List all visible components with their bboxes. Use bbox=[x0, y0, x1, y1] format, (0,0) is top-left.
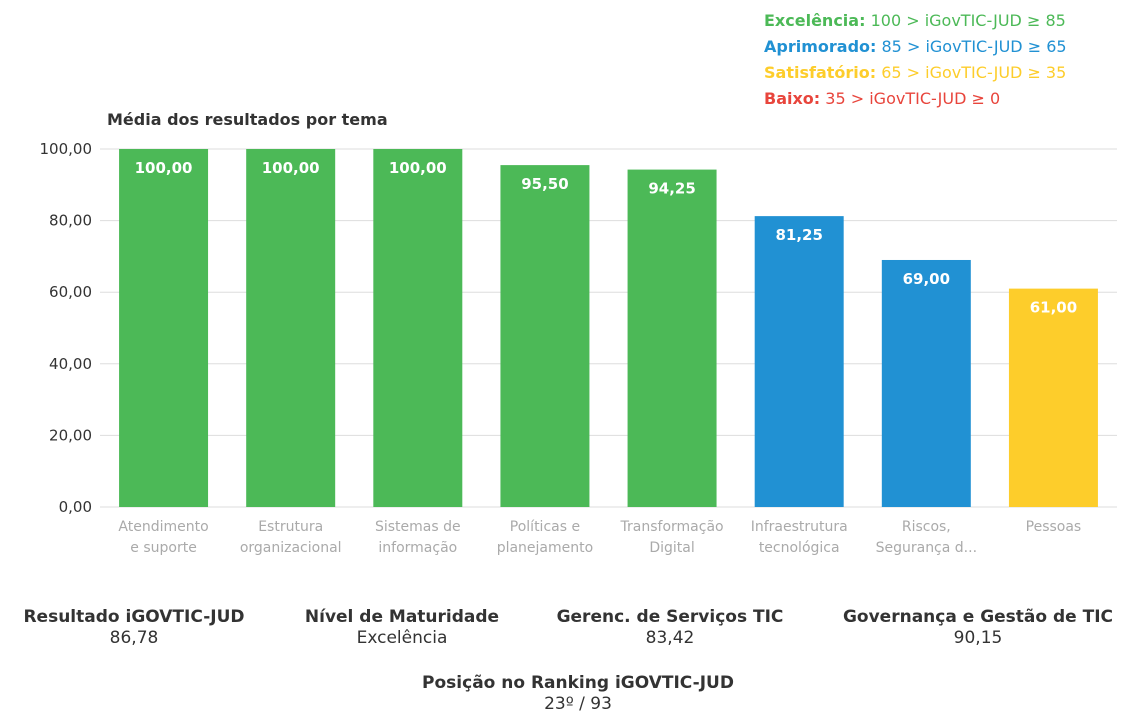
x-tick-label: Digital bbox=[649, 540, 694, 556]
kpi-ranking: Posição no Ranking iGOVTIC-JUD 23º / 93 bbox=[396, 673, 760, 714]
bar-value-label: 69,00 bbox=[903, 270, 950, 288]
kpi-label: Posição no Ranking iGOVTIC-JUD bbox=[422, 673, 734, 693]
legend-label: Aprimorado: bbox=[764, 37, 877, 56]
bar-value-label: 95,50 bbox=[521, 175, 568, 193]
y-tick-label: 100,00 bbox=[40, 140, 93, 158]
bar bbox=[119, 149, 209, 507]
x-tick-label: Políticas e bbox=[510, 519, 580, 535]
x-tick-label: Pessoas bbox=[1026, 519, 1082, 535]
bar-chart: 0,00 20,00 40,00 60,00 80,00 100,00 100,00 Aten… bbox=[40, 140, 1117, 556]
legend-label: Baixo: bbox=[764, 89, 821, 108]
kpi-servicos: Gerenc. de Serviços TIC 83,42 bbox=[548, 607, 792, 648]
kpi-label: Resultado iGOVTIC-JUD bbox=[23, 607, 245, 627]
bar bbox=[754, 216, 844, 507]
legend-range: 65 > iGovTIC-JUD ≥ 35 bbox=[881, 63, 1067, 82]
legend-range: 100 > iGovTIC-JUD ≥ 85 bbox=[870, 11, 1066, 30]
legend-item-excelencia: Excelência: 100 > iGovTIC-JUD ≥ 85 bbox=[764, 8, 1067, 34]
x-tick-label: tecnológica bbox=[759, 540, 840, 556]
bar-value-label: 100,00 bbox=[135, 159, 193, 177]
bar bbox=[373, 149, 463, 507]
legend-label: Excelência: bbox=[764, 11, 866, 30]
bar-value-label: 100,00 bbox=[262, 159, 320, 177]
x-tick-label: Riscos, bbox=[902, 519, 951, 535]
kpi-value: 83,42 bbox=[645, 628, 695, 648]
x-tick-label: informação bbox=[378, 540, 457, 556]
kpi-label: Governança e Gestão de TIC bbox=[842, 607, 1114, 627]
bar bbox=[627, 169, 717, 507]
chart-title: Média dos resultados por tema bbox=[107, 110, 388, 129]
kpi-value: 23º / 93 bbox=[544, 694, 612, 714]
y-tick-label: 40,00 bbox=[49, 355, 92, 373]
x-tick-label: Segurança d... bbox=[876, 540, 977, 556]
legend-item-satisfatorio: Satisfatório: 65 > iGovTIC-JUD ≥ 35 bbox=[764, 60, 1067, 86]
bar bbox=[246, 149, 336, 507]
kpi-resultado: Resultado iGOVTIC-JUD 86,78 bbox=[14, 607, 254, 648]
bar bbox=[1008, 288, 1098, 507]
maturity-legend: Excelência: 100 > iGovTIC-JUD ≥ 85 Aprim… bbox=[764, 8, 1067, 112]
kpi-governanca: Governança e Gestão de TIC 90,15 bbox=[833, 607, 1123, 648]
x-tick-label: e suporte bbox=[130, 540, 197, 556]
kpi-maturidade: Nível de Maturidade Excelência bbox=[294, 607, 510, 648]
bar-value-label: 94,25 bbox=[648, 180, 695, 198]
kpi-value: 90,15 bbox=[953, 628, 1003, 648]
legend-range: 85 > iGovTIC-JUD ≥ 65 bbox=[881, 37, 1067, 56]
legend-item-baixo: Baixo: 35 > iGovTIC-JUD ≥ 0 bbox=[764, 86, 1067, 112]
x-tick-label: Sistemas de bbox=[375, 519, 461, 535]
kpi-value: Excelência bbox=[356, 628, 448, 648]
x-tick-label: Atendimento bbox=[118, 519, 208, 535]
legend-label: Satisfatório: bbox=[764, 63, 877, 82]
bar bbox=[500, 165, 590, 508]
x-tick-label: planejamento bbox=[497, 540, 594, 556]
y-tick-label: 0,00 bbox=[59, 498, 92, 516]
y-tick-label: 60,00 bbox=[49, 283, 92, 301]
x-tick-label: Transformação bbox=[620, 519, 724, 535]
y-tick-label: 20,00 bbox=[49, 426, 92, 444]
kpi-value: 86,78 bbox=[109, 628, 159, 648]
x-tick-label: Estrutura bbox=[258, 519, 323, 535]
bar-value-label: 61,00 bbox=[1030, 299, 1077, 317]
bar bbox=[881, 259, 971, 507]
bar-value-label: 100,00 bbox=[389, 159, 447, 177]
kpi-label: Nível de Maturidade bbox=[304, 607, 500, 627]
kpi-label: Gerenc. de Serviços TIC bbox=[556, 607, 784, 627]
y-tick-label: 80,00 bbox=[49, 212, 92, 230]
bar-value-label: 81,25 bbox=[775, 226, 822, 244]
legend-range: 35 > iGovTIC-JUD ≥ 0 bbox=[825, 89, 1001, 108]
x-tick-label: Infraestrutura bbox=[751, 519, 848, 535]
x-tick-label: organizacional bbox=[240, 540, 342, 556]
legend-item-aprimorado: Aprimorado: 85 > iGovTIC-JUD ≥ 65 bbox=[764, 34, 1067, 60]
